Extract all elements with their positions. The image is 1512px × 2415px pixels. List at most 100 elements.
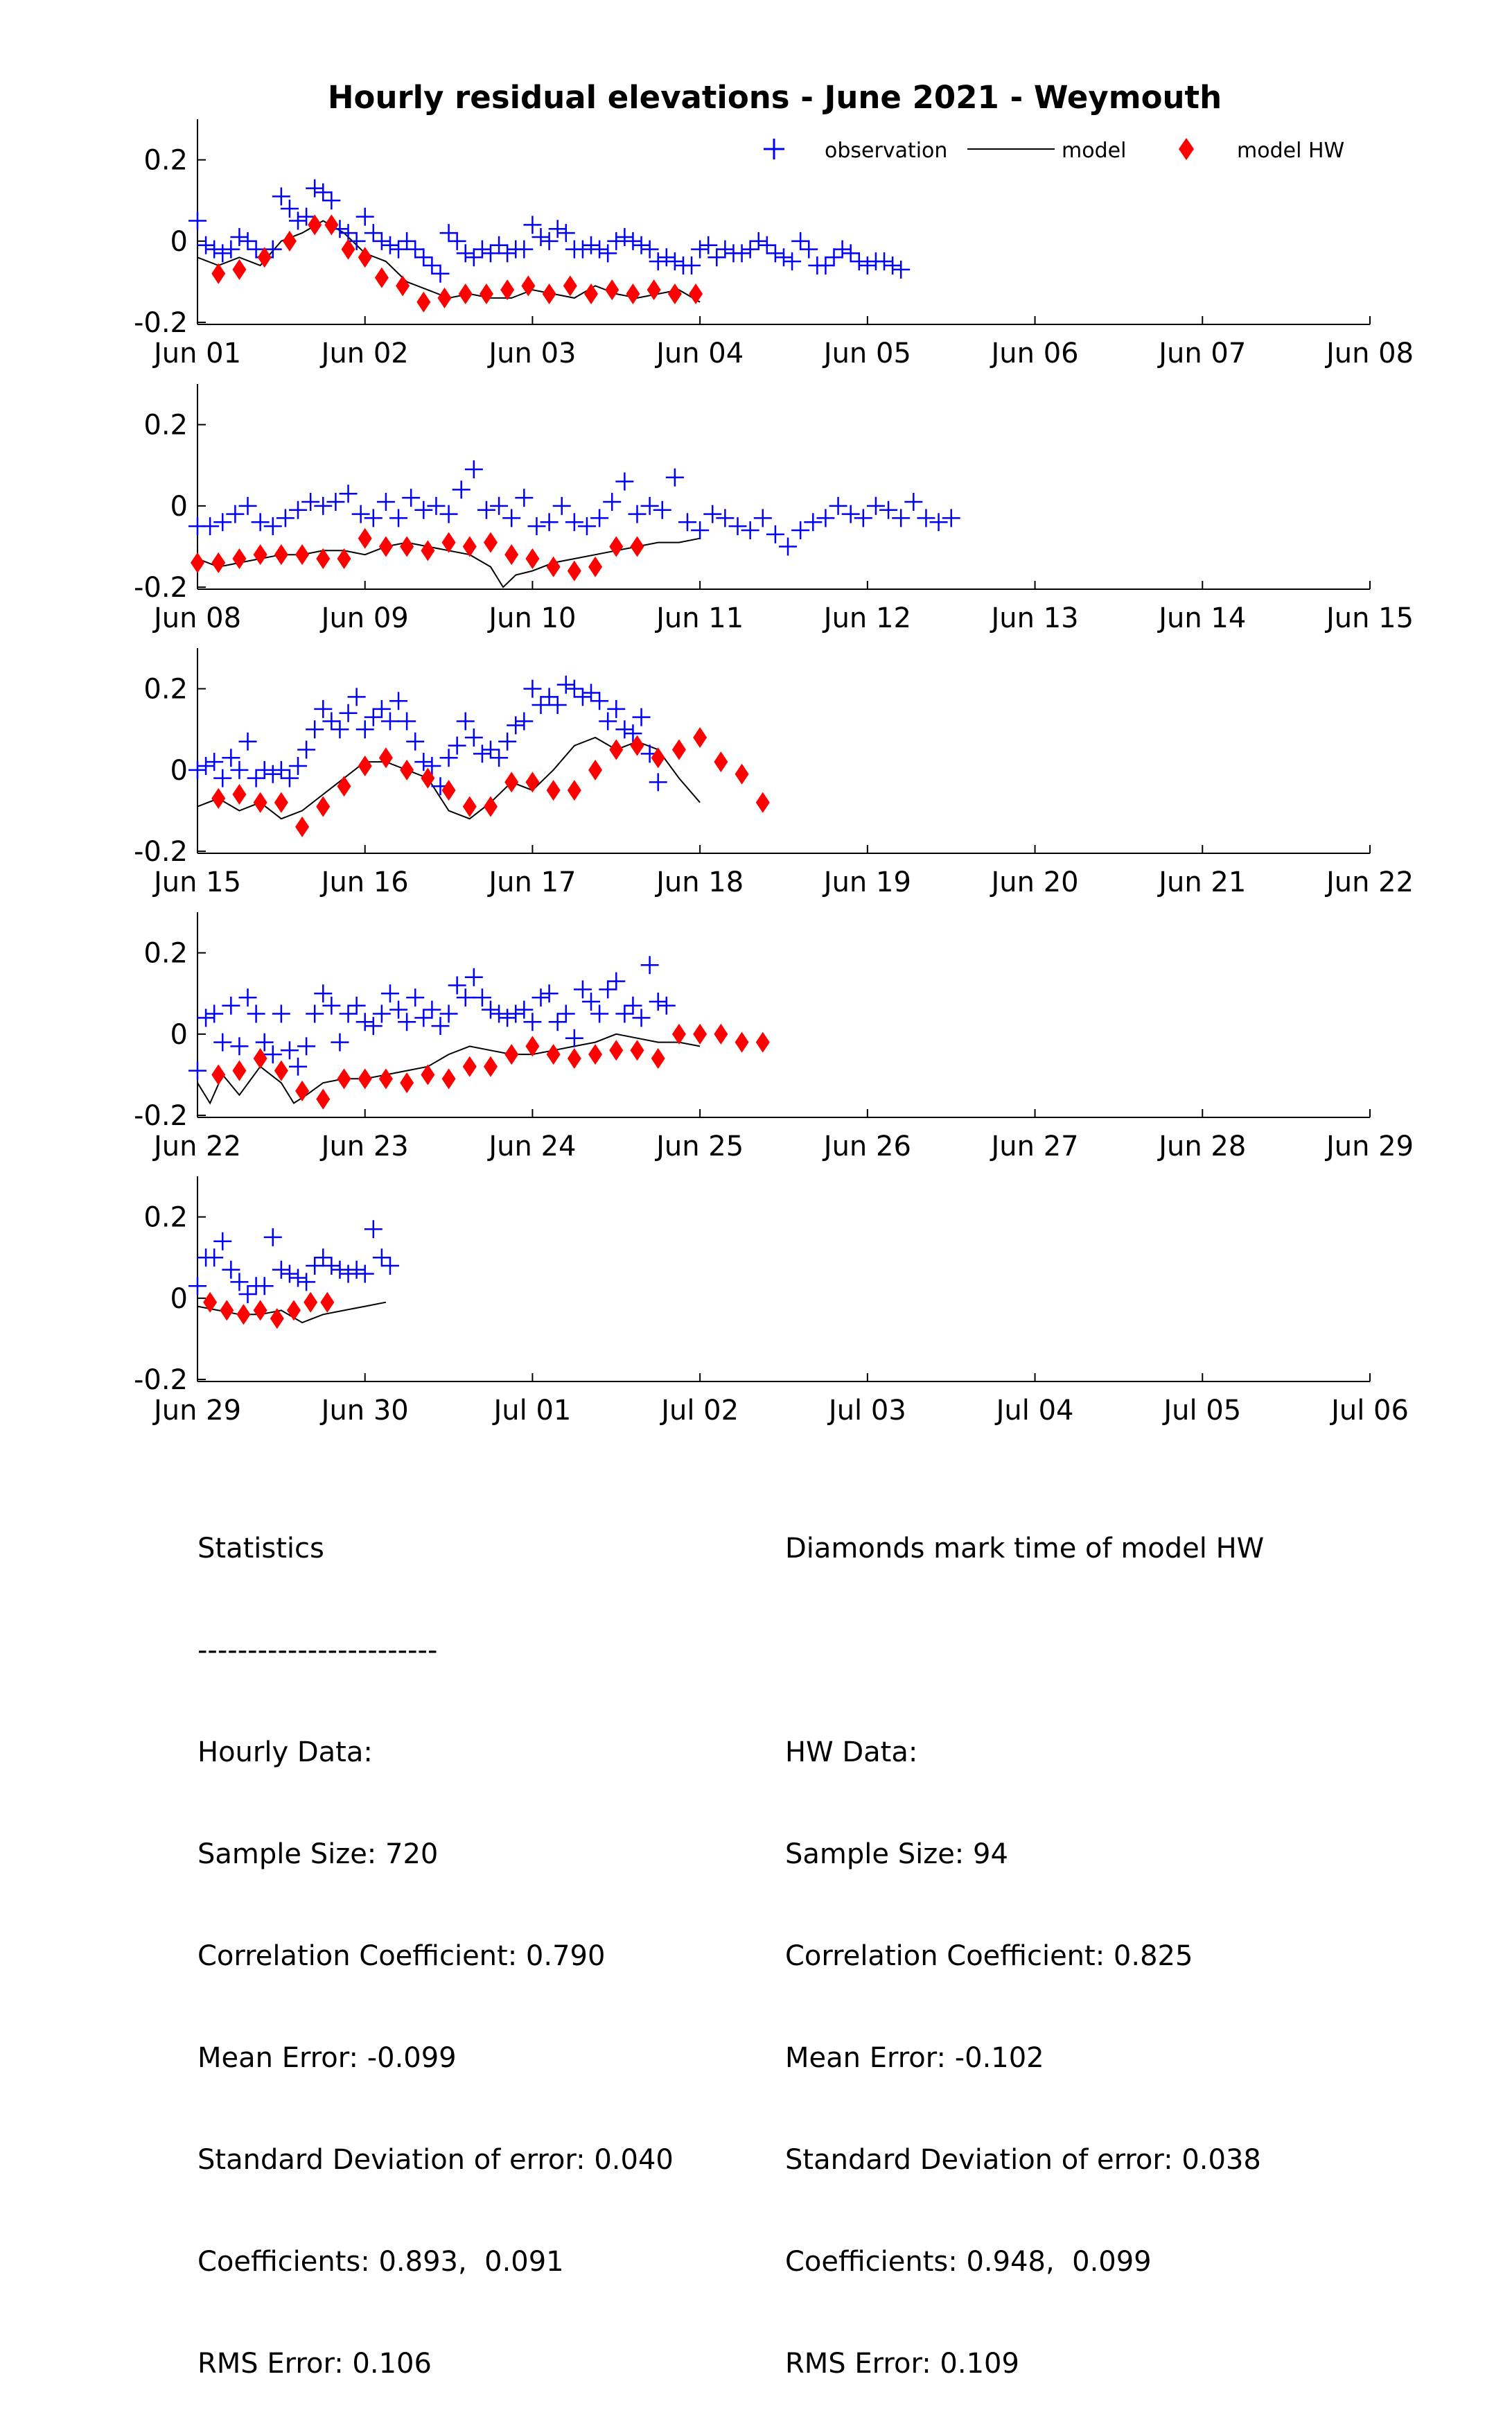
model-hw-point [320, 1291, 335, 1313]
observation-point [527, 517, 546, 536]
observation-point [238, 988, 257, 1007]
observation-point [573, 980, 592, 999]
x-tick-label: Jun 01 [152, 338, 241, 369]
x-tick-label: Jul 02 [659, 1395, 739, 1427]
observation-point [247, 240, 265, 259]
observation-point [854, 509, 872, 528]
observation-point [280, 769, 299, 787]
observation-point [741, 521, 759, 540]
model-hw-point [542, 284, 556, 305]
observation-point [599, 712, 617, 731]
x-tick-label: Jun 11 [654, 602, 744, 634]
observation-point [624, 724, 642, 743]
observation-point [523, 1013, 542, 1031]
model-hw-point [609, 739, 624, 760]
model-hw-point [232, 784, 247, 805]
observation-point [439, 224, 458, 243]
observation-point [833, 240, 852, 259]
observation-point [263, 765, 282, 783]
hourly-sample-size: Sample Size: 720 [197, 1838, 439, 1870]
observation-point [314, 183, 333, 202]
observation-point [389, 240, 408, 259]
model-hw-point [421, 1064, 435, 1086]
observation-point [439, 749, 458, 767]
observation-point [322, 996, 341, 1015]
observation-point [197, 236, 216, 254]
model-hw-point [316, 1088, 331, 1110]
observation-point [226, 505, 245, 523]
observation-point [372, 1248, 391, 1267]
model-hw-point [337, 548, 351, 570]
observation-point [389, 509, 408, 528]
model-hw-point [232, 1060, 247, 1081]
observation-point [406, 732, 425, 751]
observation-point [523, 216, 542, 234]
statistics-block: Statistics ------------------------ Hour… [197, 1464, 674, 2415]
observation-point [507, 716, 525, 735]
y-tick-label: 0.2 [143, 1202, 188, 1234]
observation-point [276, 509, 295, 528]
observation-point [791, 521, 810, 540]
observation-point [326, 492, 345, 511]
observation-point [640, 240, 659, 259]
observation-point [942, 509, 960, 528]
observation-point [502, 509, 521, 528]
observation-point [448, 736, 466, 755]
model-hw-point [236, 1304, 251, 1325]
observation-point [306, 1256, 324, 1275]
observation-point [841, 505, 860, 523]
observation-point [376, 492, 395, 511]
observation-point [640, 496, 659, 515]
observation-point [858, 256, 877, 275]
observation-point [364, 1220, 383, 1239]
observation-point [297, 207, 316, 226]
observation-point [498, 244, 517, 263]
x-tick-label: Jun 19 [822, 866, 911, 898]
observation-point [477, 500, 495, 519]
model-hw-point [253, 544, 267, 566]
hourly-rms: RMS Error: 0.106 [197, 2348, 432, 2380]
x-tick-label: Jun 30 [319, 1395, 409, 1427]
observation-point [213, 769, 232, 787]
x-tick-label: Jun 15 [152, 866, 241, 898]
observation-point [498, 732, 517, 751]
observation-point [297, 1037, 316, 1056]
model-hw-point [546, 780, 561, 801]
observation-point [741, 240, 759, 259]
observation-point [322, 712, 341, 731]
model-hw-point [584, 284, 599, 305]
observation-point [632, 1009, 651, 1027]
x-tick-label: Jun 27 [990, 1131, 1079, 1162]
observation-point [364, 708, 383, 726]
observation-point [355, 720, 374, 739]
statistics-underline: ------------------------ [197, 1634, 438, 1666]
observation-point [398, 232, 416, 250]
observation-point [355, 1264, 374, 1283]
y-tick-label: -0.2 [134, 572, 188, 604]
observation-point [841, 244, 860, 263]
model-hw-point [270, 1308, 284, 1329]
y-tick-label: 0.2 [143, 674, 188, 706]
observation-point [314, 1248, 333, 1267]
x-tick-label: Jun 23 [319, 1131, 409, 1162]
observation-point [322, 1256, 341, 1275]
observation-point [615, 1004, 634, 1023]
observation-point [556, 675, 575, 694]
model-hw-point [211, 787, 226, 809]
observation-point [615, 720, 634, 739]
x-tick-label: Jun 10 [486, 602, 576, 634]
model-hw-point [274, 544, 288, 566]
observation-point [289, 500, 308, 519]
observation-point [255, 760, 274, 779]
observation-point [448, 232, 466, 250]
observation-point [456, 244, 475, 263]
observation-point [691, 521, 710, 540]
model-hw-point [358, 247, 372, 268]
model-hw-point [671, 1023, 686, 1045]
observation-point [515, 489, 534, 507]
model-hw-point [400, 1072, 414, 1094]
model-hw-point [504, 1044, 519, 1065]
observation-point [757, 236, 776, 254]
legend-model-label: model [1062, 139, 1126, 163]
